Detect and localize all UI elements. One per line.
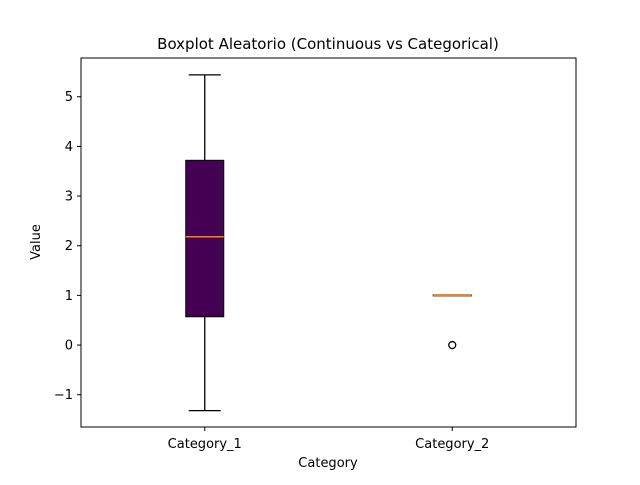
y-tick-label: 1 [65,289,73,304]
x-tick-label: Category_1 [168,437,242,452]
x-tick-label: Category_2 [415,437,489,452]
y-tick-label: 5 [65,90,73,105]
x-axis-label: Category [298,456,358,471]
y-tick-label: 0 [65,339,73,354]
y-tick-label: −1 [54,388,73,403]
chart-marks: −1 0 1 2 3 4 5 Category_1 Category_2 [54,74,489,452]
y-tick-label: 4 [65,140,73,155]
box [185,159,225,318]
y-axis-label: Value [29,224,44,260]
outlier-point [448,340,457,350]
plot-area [80,57,577,428]
y-tick-label: 2 [65,239,73,254]
chart-title: Boxplot Aleatorio (Continuous vs Categor… [157,35,499,53]
y-tick-label: 3 [65,190,73,205]
